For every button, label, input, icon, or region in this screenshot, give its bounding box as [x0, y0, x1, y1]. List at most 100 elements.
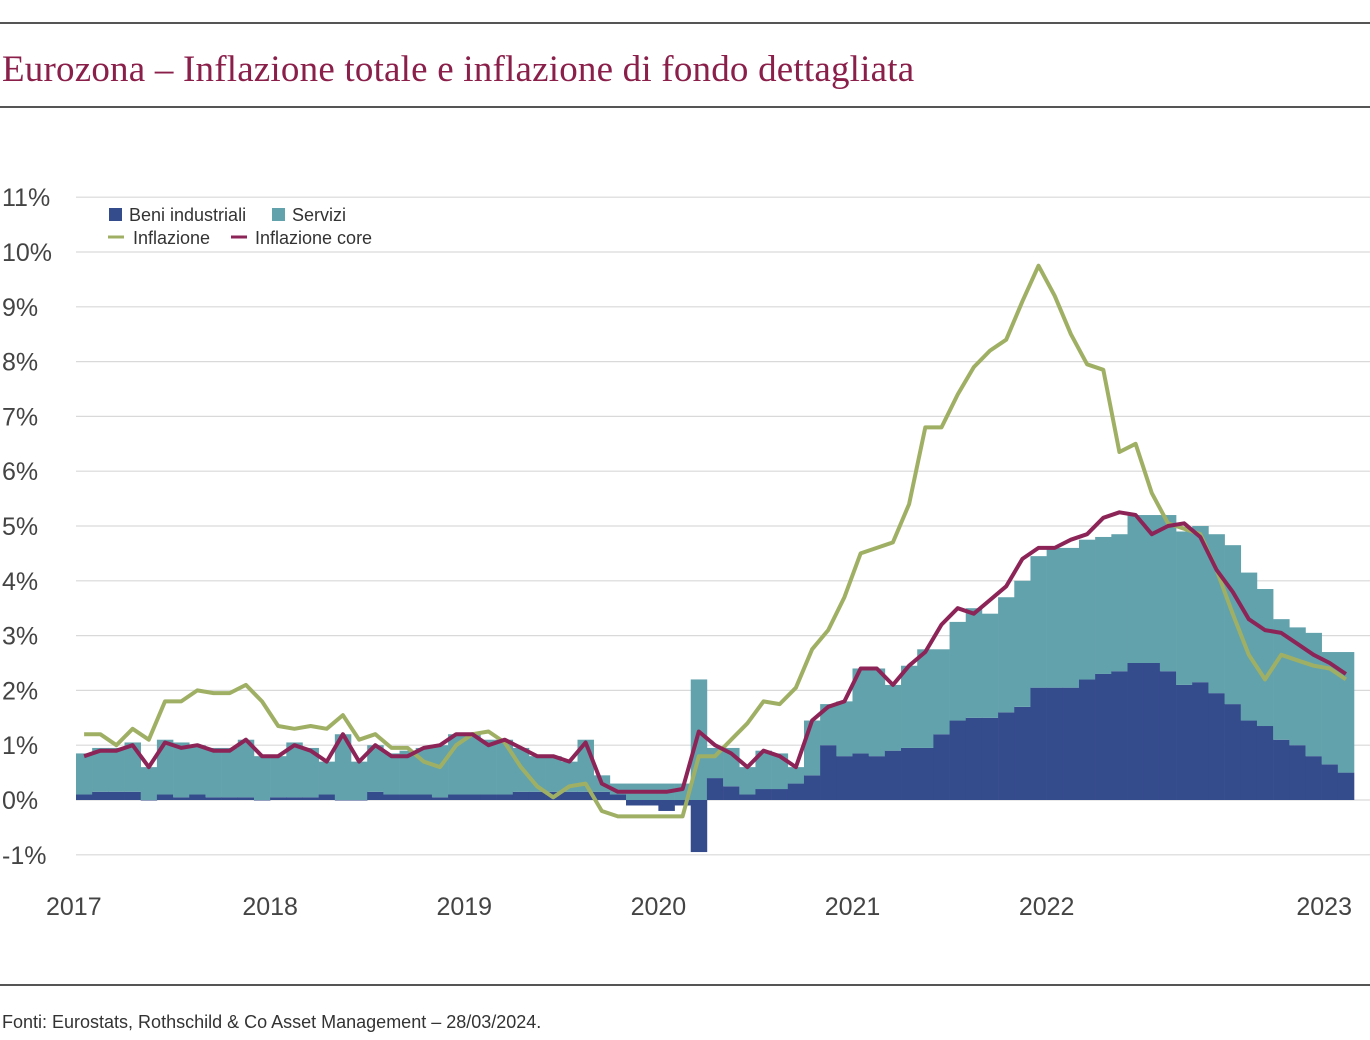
bar-beni-industriali: [383, 794, 400, 800]
bar-beni-industriali: [140, 800, 158, 801]
bar-servizi: [124, 742, 142, 792]
bar-beni-industriali: [318, 794, 336, 800]
x-tick-label: 2021: [825, 893, 881, 921]
x-tick-label: 2023: [1296, 893, 1352, 921]
bar-beni-industriali: [739, 794, 756, 800]
bar-beni-industriali: [1289, 745, 1306, 800]
bar-beni-industriali: [901, 747, 918, 800]
bar-servizi: [998, 597, 1015, 713]
bar-beni-industriali: [803, 775, 821, 800]
bar-servizi: [1127, 515, 1144, 663]
bar-servizi: [868, 668, 886, 757]
bar-beni-industriali: [189, 794, 206, 800]
bar-beni-industriali: [561, 791, 578, 800]
bar-beni-industriali: [1143, 663, 1161, 800]
bar-beni-industriali: [1224, 704, 1242, 800]
x-tick-label: 2018: [242, 893, 298, 921]
bar-beni-industriali: [480, 794, 497, 800]
bar-servizi: [480, 739, 497, 795]
bar-beni-industriali: [755, 789, 772, 800]
bar-beni-industriali: [302, 797, 319, 800]
bar-servizi: [901, 665, 918, 748]
bar-beni-industriali: [1256, 726, 1274, 800]
bar-beni-industriali: [464, 794, 481, 800]
bar-beni-industriali: [528, 791, 546, 800]
y-tick-label: 10%: [2, 239, 52, 267]
bar-servizi: [1095, 536, 1112, 674]
bar-beni-industriali: [124, 791, 142, 800]
bar-beni-industriali: [415, 794, 433, 800]
bar-beni-industriali: [658, 800, 675, 811]
bar-servizi: [173, 742, 190, 798]
bar-beni-industriali: [1111, 671, 1128, 800]
bar-beni-industriali: [237, 797, 255, 800]
y-tick-label: 6%: [2, 458, 38, 486]
y-tick-label: 2%: [2, 677, 38, 705]
y-tick-label: 11%: [2, 184, 50, 212]
source-note: Fonti: Eurostats, Rothschild & Co Asset …: [2, 1012, 542, 1032]
bar-servizi: [949, 621, 967, 721]
bar-servizi: [76, 753, 93, 795]
y-tick-label: 9%: [2, 294, 38, 322]
bar-servizi: [431, 745, 449, 798]
bar-servizi: [1240, 572, 1258, 721]
bar-servizi: [140, 767, 158, 800]
bar-servizi: [852, 668, 869, 754]
bar-servizi: [1192, 526, 1209, 683]
bar-beni-industriali: [609, 794, 627, 800]
bar-beni-industriali: [706, 778, 724, 800]
lines-layer: [83, 263, 1348, 819]
bar-servizi: [351, 761, 368, 800]
bar-beni-industriali: [868, 756, 886, 800]
bar-servizi: [933, 649, 950, 735]
bar-servizi: [189, 745, 206, 795]
bar-beni-industriali: [771, 789, 789, 800]
bar-servizi: [739, 767, 756, 795]
bar-beni-industriali: [965, 717, 983, 800]
bar-beni-industriali: [253, 800, 271, 801]
bar-servizi: [1143, 515, 1161, 663]
bar-beni-industriali: [1208, 693, 1225, 800]
bar-servizi: [803, 720, 821, 776]
bar-beni-industriali: [1078, 679, 1096, 800]
inflation-chart: 11%10%9%8%7%6%5%4%3%2%1%0%-1% 2017 2018 20…: [2, 184, 1370, 921]
bar-servizi: [609, 783, 627, 795]
legend-label-beni: Beni industriali: [129, 205, 246, 225]
x-tick-label: 2020: [631, 893, 687, 921]
bar-servizi: [221, 747, 239, 798]
bar-servizi: [545, 756, 562, 792]
y-tick-label: 7%: [2, 403, 38, 431]
bar-beni-industriali: [593, 791, 611, 800]
bar-servizi: [253, 756, 271, 800]
bar-beni-industriali: [626, 800, 643, 806]
bar-beni-industriali: [577, 791, 594, 800]
bar-servizi: [1273, 619, 1290, 740]
bar-beni-industriali: [108, 791, 125, 800]
bar-beni-industriali: [1030, 687, 1047, 800]
bar-servizi: [286, 742, 303, 798]
bar-beni-industriali: [820, 745, 837, 800]
bar-servizi: [1062, 547, 1080, 688]
bar-beni-industriali: [496, 794, 514, 800]
bar-beni-industriali: [399, 794, 417, 800]
bar-servizi: [981, 613, 999, 718]
x-tick-label: 2019: [436, 893, 492, 921]
bar-beni-industriali: [431, 797, 449, 800]
bar-servizi: [1111, 534, 1128, 672]
bar-servizi: [205, 747, 222, 798]
bar-beni-industriali: [1240, 720, 1258, 800]
legend-swatch-servizi: [272, 208, 285, 221]
bar-servizi: [108, 747, 125, 792]
bar-beni-industriali: [156, 794, 174, 800]
bar-beni-industriali: [1192, 682, 1209, 800]
bar-beni-industriali: [690, 800, 708, 853]
legend-label-core: Inflazione core: [255, 228, 372, 248]
bar-servizi: [1321, 652, 1339, 765]
bar-servizi: [367, 745, 384, 792]
bar-servizi: [92, 747, 109, 792]
bar-beni-industriali: [92, 791, 109, 800]
bar-beni-industriali: [723, 786, 740, 800]
bar-beni-industriali: [852, 753, 869, 800]
bar-servizi: [302, 747, 319, 798]
bar-beni-industriali: [1305, 756, 1322, 800]
